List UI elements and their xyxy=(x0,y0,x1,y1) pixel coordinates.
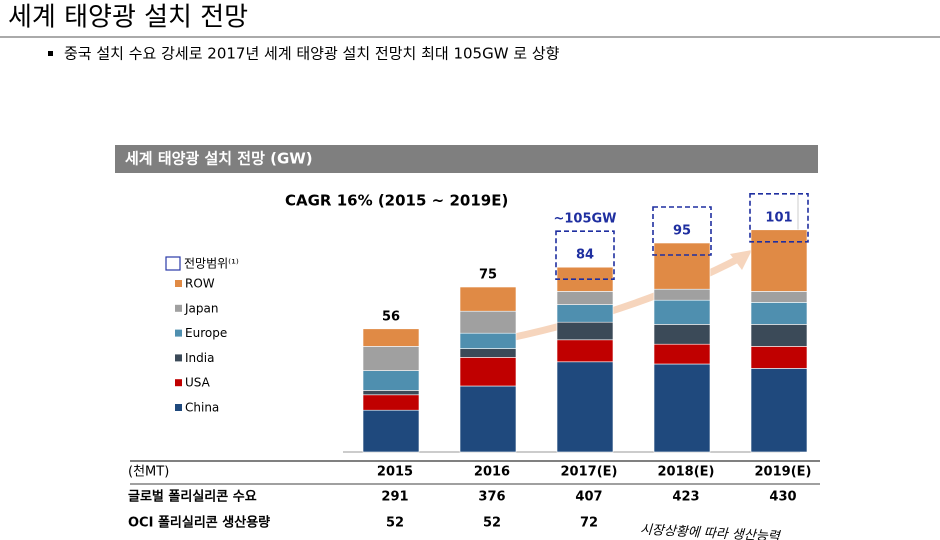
table-header: 2017(E) xyxy=(561,465,618,480)
trend-arrow xyxy=(509,254,742,342)
row-label: OCI 폴리실리콘 생산용량 xyxy=(128,515,270,531)
total-label: 75 xyxy=(479,268,497,283)
bar-segment xyxy=(362,346,420,371)
bar-segment xyxy=(459,332,517,349)
legend-label: USA xyxy=(185,376,211,390)
bar-segment xyxy=(556,361,614,453)
legend-label: India xyxy=(185,351,214,365)
bar-segment xyxy=(362,370,420,391)
legend-label: Europe xyxy=(185,326,227,340)
bar-segment xyxy=(459,310,517,334)
table-cell: 52 xyxy=(483,516,501,531)
legend-swatch xyxy=(175,304,182,312)
bar-segment xyxy=(459,348,517,358)
bar-segment xyxy=(750,368,808,453)
table-header: 2019(E) xyxy=(755,465,812,480)
range-box xyxy=(749,193,809,243)
bar-segment xyxy=(556,321,614,341)
bar-segment xyxy=(362,390,420,396)
total-label: 84 xyxy=(576,248,594,263)
table-unit: (천MT) xyxy=(128,465,169,480)
table-header: 2016 xyxy=(474,465,510,480)
chart-subtitle: CAGR 16% (2015 ~ 2019E) xyxy=(285,192,508,210)
chart-title: 세계 태양광 설치 전망 (GW) xyxy=(125,150,313,168)
table-header: 2015 xyxy=(377,465,413,480)
legend-label: Japan xyxy=(184,301,218,315)
legend-swatch xyxy=(175,404,182,411)
range-legend-icon xyxy=(165,256,181,271)
row-label: 글로벌 폴리실리콘 수요 xyxy=(128,489,257,505)
bullet-dot xyxy=(48,51,53,56)
bar-segment xyxy=(750,324,808,347)
table-header: 2018(E) xyxy=(658,465,715,480)
bar-segment xyxy=(750,302,808,325)
table-cell: 423 xyxy=(672,490,699,505)
bar-segment xyxy=(750,229,808,292)
total-label: 101 xyxy=(765,210,792,225)
bullet-text: 중국 설치 수요 강세로 2017년 세계 태양광 설치 전망치 최대 105G… xyxy=(64,45,560,63)
bar-segment xyxy=(653,363,711,453)
bar-segment xyxy=(459,385,517,453)
range-box xyxy=(652,206,712,256)
table-cell: 407 xyxy=(575,490,602,505)
bar-segment xyxy=(459,357,517,387)
bar-segment xyxy=(653,324,711,345)
bar-segment xyxy=(362,409,420,453)
table-cell: 72 xyxy=(580,516,598,531)
chart-header-bar xyxy=(115,145,818,173)
legend-label: China xyxy=(185,401,219,415)
bar-segment xyxy=(653,343,711,365)
trend-arrowhead xyxy=(730,250,752,270)
bar-segment xyxy=(653,288,711,301)
table-cell: 376 xyxy=(478,490,505,505)
bar-segment xyxy=(653,299,711,325)
bar-segment xyxy=(459,286,517,312)
range-legend-label: 전망범위⁽¹⁾ xyxy=(184,257,239,271)
total-label: 56 xyxy=(382,309,400,324)
bar-segment xyxy=(750,346,808,369)
legend-label: ROW xyxy=(185,277,215,291)
table-cell: 291 xyxy=(381,490,408,505)
table-note: 시장상황에 따라 생산능력 xyxy=(640,523,782,540)
legend-swatch xyxy=(175,280,182,287)
legend-swatch xyxy=(175,354,182,362)
range-box xyxy=(555,230,615,280)
bar-segment xyxy=(556,304,614,323)
bar-segment xyxy=(750,291,808,303)
bar-segment xyxy=(362,394,420,411)
annotation: ~105GW xyxy=(553,212,616,227)
legend-swatch xyxy=(175,329,182,337)
bar-segment xyxy=(556,339,614,363)
bar-segment xyxy=(362,328,420,347)
bar-segment xyxy=(556,291,614,305)
legend-swatch xyxy=(175,379,182,387)
table-cell: 52 xyxy=(386,516,404,531)
table-cell: 430 xyxy=(769,490,796,505)
total-label: 95 xyxy=(673,224,691,239)
bar-segment xyxy=(653,242,711,290)
page-title: 세계 태양광 설치 전망 xyxy=(8,3,248,33)
